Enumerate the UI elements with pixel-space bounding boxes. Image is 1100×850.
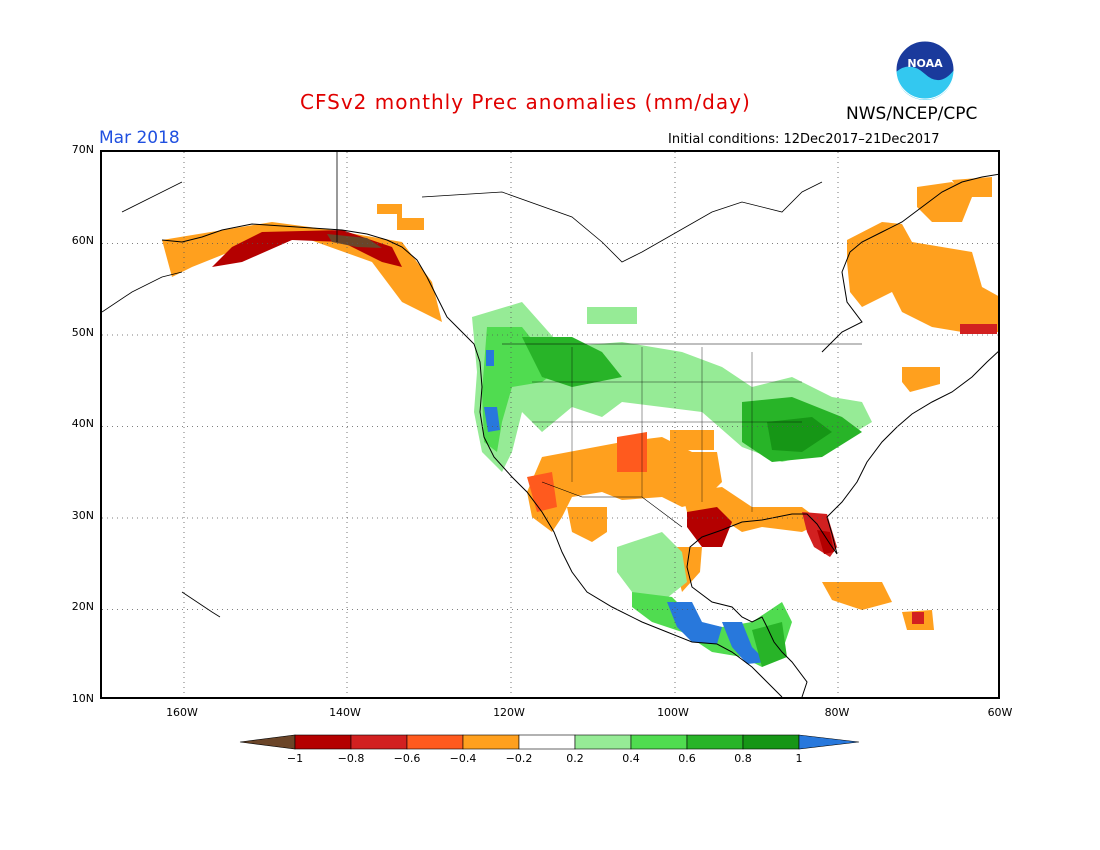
anomaly-kansas-dry	[670, 430, 714, 450]
agency-label: NWS/NCEP/CPC	[846, 104, 978, 124]
lon-label: 160W	[166, 706, 198, 719]
lat-label: 60N	[71, 234, 94, 247]
colorbar-segment	[742, 734, 800, 750]
colorbar	[239, 734, 860, 750]
colorbar-segment	[462, 734, 520, 750]
anomaly-pnw-blue	[484, 407, 500, 432]
lon-label: 100W	[657, 706, 689, 719]
anomaly-atlantic-red	[960, 324, 997, 334]
colorbar-label: 0.4	[622, 752, 640, 765]
colorbar-segment	[630, 734, 688, 750]
anomaly-mexico-wet	[617, 532, 687, 602]
colorbar-segment	[406, 734, 464, 750]
colorbar-label: 0.8	[734, 752, 752, 765]
lon-label: 140W	[329, 706, 361, 719]
anomaly-caribbean-dry	[822, 582, 892, 610]
anomaly-shading	[162, 177, 998, 667]
coastlines	[102, 152, 998, 697]
colorbar-segment-lt-minus1	[239, 734, 296, 750]
map-panel	[100, 150, 1000, 699]
noaa-logo: NOAA	[895, 40, 955, 100]
anomaly-alaska-core	[327, 234, 382, 248]
colorbar-label: −0.2	[505, 752, 533, 765]
initial-conditions: Initial conditions: 12Dec2017–21Dec2017	[668, 132, 940, 147]
anomaly-south-dry	[527, 437, 722, 532]
anomaly-map	[102, 152, 998, 697]
colorbar-label: 1	[795, 752, 803, 765]
anomaly-hispaniola-red	[912, 612, 924, 624]
anomaly-gulf-strong-dry	[687, 507, 732, 547]
colorbar-segment	[574, 734, 632, 750]
lat-label: 10N	[71, 692, 94, 705]
anomaly-mexico-blue	[667, 602, 722, 644]
map-title: CFSv2 monthly Prec anomalies (mm/day)	[300, 90, 751, 114]
colorbar-segment-gt-1	[798, 734, 860, 750]
colorbar-label: −0.8	[337, 752, 365, 765]
logo-text: NOAA	[907, 57, 943, 70]
lat-label: 20N	[71, 600, 94, 613]
forecast-month: Mar 2018	[99, 128, 180, 148]
anomaly-yukon-dry	[377, 204, 424, 230]
colorbar-label: −1	[286, 752, 304, 765]
anomaly-canada-prairie-wet	[587, 307, 637, 324]
lat-label: 40N	[71, 417, 94, 430]
anomaly-florida-core	[817, 530, 834, 554]
anomaly-ohio-valley-core	[767, 417, 832, 452]
lat-label: 30N	[71, 509, 94, 522]
colorbar-segment	[686, 734, 744, 750]
colorbar-segment	[350, 734, 408, 750]
anomaly-labrador-dry	[917, 182, 972, 222]
colorbar-segment	[518, 734, 576, 750]
colorbar-label: −0.4	[449, 752, 477, 765]
graticule	[102, 152, 998, 697]
colorbar-label: 0.2	[566, 752, 584, 765]
anomaly-central-america-green	[752, 622, 787, 667]
colorbar-label: 0.6	[678, 752, 696, 765]
anomaly-central-america-blue	[722, 622, 767, 664]
anomaly-quebec-dry	[847, 222, 998, 332]
anomaly-mexico-dry	[567, 507, 607, 542]
anomaly-4corners-dry	[617, 432, 647, 472]
anomaly-maritime-dry	[902, 367, 940, 392]
lon-label: 60W	[987, 706, 1013, 719]
lon-label: 80W	[824, 706, 850, 719]
lat-label: 70N	[71, 143, 94, 156]
colorbar-label: −0.6	[393, 752, 421, 765]
colorbar-segment	[294, 734, 352, 750]
lat-label: 50N	[71, 326, 94, 339]
anomaly-pnw-blue2	[486, 350, 494, 366]
lon-label: 120W	[493, 706, 525, 719]
